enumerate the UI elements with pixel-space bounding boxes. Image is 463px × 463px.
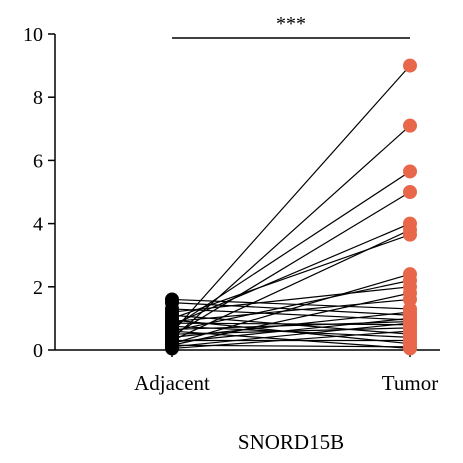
- pair-line: [171, 223, 411, 326]
- pair-line: [171, 330, 411, 350]
- pair-line: [171, 286, 411, 313]
- pair-line: [171, 302, 411, 316]
- tumor-point: [403, 341, 417, 356]
- significance-annotation: ***: [172, 13, 410, 39]
- pair-line: [171, 322, 411, 348]
- y-tick-label: 10: [23, 24, 43, 46]
- adjacent-point: [165, 312, 179, 327]
- significance-label: ***: [276, 13, 306, 35]
- tumor-point: [403, 164, 417, 179]
- pair-line: [171, 308, 411, 321]
- y-tick-label: 6: [33, 150, 43, 172]
- pair-line: [171, 292, 411, 346]
- y-tick-label: 2: [33, 277, 43, 299]
- pair-line: [171, 170, 411, 329]
- pair-line: [171, 344, 411, 348]
- tumor-point: [403, 185, 417, 199]
- tumor-point: [403, 118, 417, 133]
- pair-line: [171, 125, 411, 340]
- x-axis-title: SNORD15B: [238, 430, 344, 454]
- pair-line: [171, 65, 411, 334]
- y-tick-label: 8: [33, 87, 43, 109]
- pair-lines: [171, 65, 411, 350]
- category-label-adjacent: Adjacent: [134, 371, 210, 395]
- tumor-points: [403, 58, 417, 356]
- x-axis: [55, 349, 440, 357]
- y-tick-label: 0: [33, 340, 43, 362]
- category-label-tumor: Tumor: [382, 371, 438, 395]
- pair-line: [171, 191, 411, 337]
- pair-line: [171, 327, 411, 335]
- adjacent-points: [165, 292, 179, 356]
- pair-line: [171, 317, 411, 343]
- pair-line: [171, 279, 411, 332]
- y-axis: 0 2 4 6 8 10: [23, 24, 56, 362]
- y-tick-label: 4: [33, 214, 43, 236]
- adjacent-point: [165, 324, 179, 339]
- tumor-point: [403, 227, 417, 242]
- adjacent-point: [165, 338, 179, 353]
- tumor-point: [403, 58, 417, 73]
- pair-line: [171, 314, 411, 335]
- pair-line: [171, 319, 411, 345]
- pair-line: [171, 298, 411, 310]
